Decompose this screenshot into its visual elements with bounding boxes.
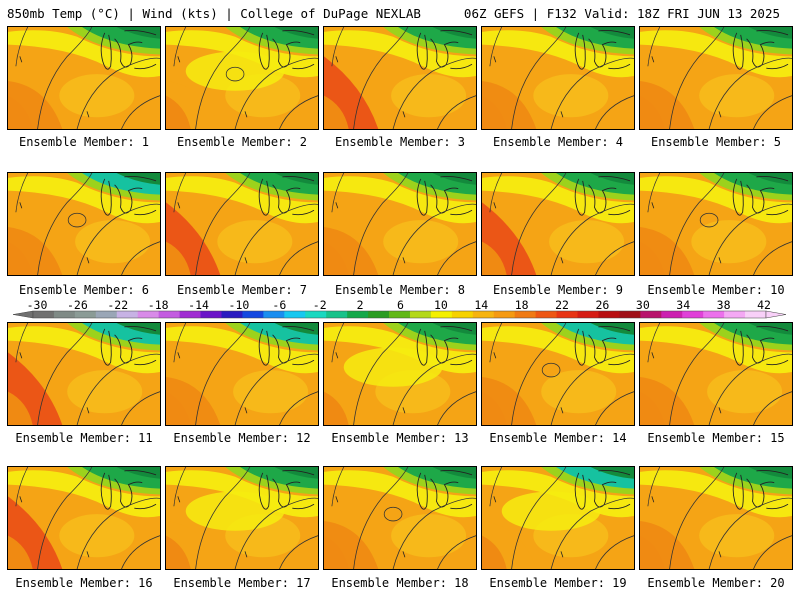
ensemble-member-label: Ensemble Member: 17 <box>173 576 311 590</box>
ensemble-member-map <box>7 26 161 130</box>
colorbar-tick: 2 <box>356 298 364 312</box>
ensemble-member-map <box>639 26 793 130</box>
temperature-map <box>8 27 160 129</box>
temperature-map <box>482 27 634 129</box>
colorbar-tick: 10 <box>433 298 448 312</box>
colorbar-tick: -10 <box>228 298 250 312</box>
ensemble-member-map <box>165 466 319 570</box>
temperature-map <box>640 323 792 425</box>
ensemble-member-map <box>7 172 161 276</box>
ensemble-member-label: Ensemble Member: 10 <box>647 283 785 297</box>
ensemble-member-label: Ensemble Member: 6 <box>18 283 150 297</box>
colorbar-tick: 26 <box>595 298 610 312</box>
ensemble-member-label: Ensemble Member: 18 <box>331 576 469 590</box>
colorbar-tick: 22 <box>555 298 569 312</box>
temperature-map <box>166 467 318 569</box>
ensemble-member-map <box>165 26 319 130</box>
colorbar-tick: -30 <box>26 298 48 312</box>
temperature-colorbar <box>12 310 787 319</box>
colorbar-tick: 6 <box>397 298 404 312</box>
ensemble-member-map <box>639 466 793 570</box>
ensemble-member-label: Ensemble Member: 4 <box>492 135 624 149</box>
temperature-map <box>482 467 634 569</box>
ensemble-member-label: Ensemble Member: 19 <box>489 576 627 590</box>
colorbar-tick: 30 <box>635 298 650 312</box>
ensemble-member-label: Ensemble Member: 1 <box>18 135 150 149</box>
ensemble-member-map <box>7 466 161 570</box>
ensemble-member-label: Ensemble Member: 9 <box>492 283 624 297</box>
colorbar-tick: -6 <box>272 298 287 312</box>
ensemble-member-map <box>7 322 161 426</box>
temperature-map <box>166 323 318 425</box>
ensemble-member-label: Ensemble Member: 14 <box>489 431 627 445</box>
temperature-map <box>324 467 476 569</box>
run-valid-time: 06Z GEFS | F132 Valid: 18Z FRI JUN 13 20… <box>463 6 780 21</box>
ensemble-member-label: Ensemble Member: 15 <box>647 431 785 445</box>
colorbar-tick: -22 <box>107 298 129 312</box>
colorbar-tick: 42 <box>757 298 771 312</box>
temperature-map <box>166 27 318 129</box>
temperature-map <box>324 173 476 275</box>
ensemble-member-label: Ensemble Member: 8 <box>334 283 466 297</box>
ensemble-member-label: Ensemble Member: 13 <box>331 431 469 445</box>
colorbar-tick: 18 <box>514 298 529 312</box>
ensemble-member-label: Ensemble Member: 3 <box>334 135 466 149</box>
ensemble-member-map <box>481 172 635 276</box>
chart-title: 850mb Temp (°C) | Wind (kts) | College o… <box>7 6 421 21</box>
colorbar-tick: -14 <box>188 298 209 312</box>
colorbar-tick: 34 <box>676 298 691 312</box>
temperature-map <box>640 467 792 569</box>
colorbar-tick: 38 <box>716 298 731 312</box>
temperature-map <box>324 27 476 129</box>
ensemble-member-map <box>639 172 793 276</box>
ensemble-member-label: Ensemble Member: 11 <box>15 431 153 445</box>
temperature-map <box>8 323 160 425</box>
ensemble-member-label: Ensemble Member: 16 <box>15 576 153 590</box>
ensemble-member-map <box>639 322 793 426</box>
colorbar-tick: -2 <box>312 298 327 312</box>
temperature-map <box>482 323 634 425</box>
colorbar-tick: -26 <box>66 298 88 312</box>
ensemble-member-label: Ensemble Member: 2 <box>176 135 308 149</box>
temperature-map <box>640 173 792 275</box>
ensemble-member-map <box>323 466 477 570</box>
ensemble-member-map <box>323 322 477 426</box>
ensemble-member-map <box>481 26 635 130</box>
temperature-map <box>166 173 318 275</box>
temperature-map <box>482 173 634 275</box>
temperature-map <box>640 27 792 129</box>
ensemble-member-map <box>481 322 635 426</box>
ensemble-member-label: Ensemble Member: 5 <box>650 135 782 149</box>
temperature-map <box>324 323 476 425</box>
colorbar-tick: 14 <box>474 298 489 312</box>
ensemble-member-map <box>323 26 477 130</box>
ensemble-member-map <box>481 466 635 570</box>
ensemble-member-label: Ensemble Member: 12 <box>173 431 311 445</box>
ensemble-member-map <box>323 172 477 276</box>
temperature-map <box>8 173 160 275</box>
colorbar-tick: -18 <box>147 298 169 312</box>
ensemble-member-map <box>165 322 319 426</box>
ensemble-member-map <box>165 172 319 276</box>
ensemble-member-label: Ensemble Member: 20 <box>647 576 785 590</box>
ensemble-member-label: Ensemble Member: 7 <box>176 283 308 297</box>
temperature-map <box>8 467 160 569</box>
